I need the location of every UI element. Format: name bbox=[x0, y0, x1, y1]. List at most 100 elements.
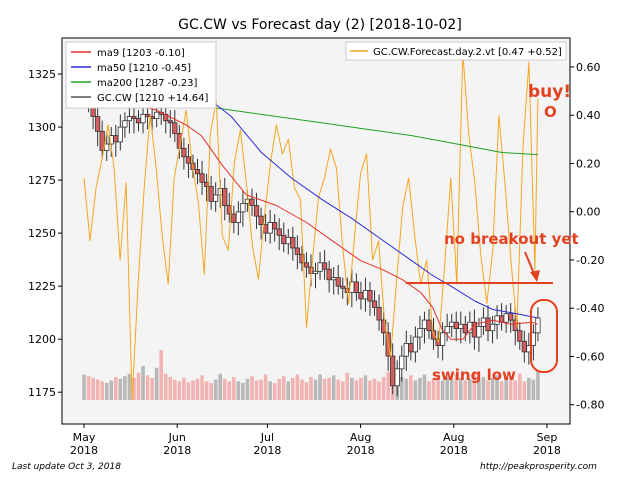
candle-body bbox=[262, 224, 269, 234]
volume-bar bbox=[186, 382, 191, 400]
candle-body bbox=[453, 321, 459, 329]
volume-bar bbox=[232, 377, 236, 400]
candle-body bbox=[485, 317, 491, 332]
legend-left-label: GC.CW [1210 +14.64] bbox=[97, 93, 208, 104]
candle-body bbox=[408, 343, 414, 353]
volume-bar bbox=[445, 377, 449, 400]
volume-bar bbox=[91, 377, 95, 400]
volume-bar bbox=[458, 377, 463, 400]
candle-body bbox=[258, 215, 264, 226]
candle-body bbox=[353, 281, 359, 293]
footer-url: http://peakprosperity.com bbox=[480, 462, 597, 472]
volume-bar bbox=[177, 381, 182, 400]
annotation-buy: buy! bbox=[528, 82, 571, 102]
volume-bar bbox=[399, 377, 404, 400]
candle-body bbox=[317, 262, 323, 272]
volume-bar bbox=[245, 378, 250, 400]
volume-bar bbox=[472, 372, 477, 400]
volume-bar bbox=[82, 374, 86, 400]
volume-bar bbox=[132, 377, 136, 400]
annotation-swing-low: swing low bbox=[432, 366, 516, 384]
x-tick-label: Sep bbox=[537, 431, 558, 444]
candle-body bbox=[358, 292, 364, 300]
plot-frame bbox=[61, 37, 571, 425]
candle-body bbox=[272, 222, 278, 230]
volume-bar bbox=[336, 379, 341, 400]
left-axis: 1175 1200 1225 1250 1275 1300 1325 bbox=[28, 68, 62, 399]
volume-bar bbox=[268, 381, 272, 400]
volume-bar bbox=[536, 371, 540, 400]
candle-body bbox=[403, 343, 409, 357]
candle-body bbox=[294, 247, 300, 255]
annotation-highlight-oval bbox=[530, 299, 558, 373]
volume-bar bbox=[154, 367, 159, 400]
x-tick-year-label: 2018 bbox=[163, 444, 191, 457]
volume-bar bbox=[363, 375, 368, 400]
volume-bar bbox=[431, 378, 436, 400]
candle-body bbox=[430, 330, 437, 340]
candle-body bbox=[326, 268, 332, 281]
volume-bar bbox=[418, 377, 422, 400]
volume-bar bbox=[531, 379, 536, 400]
candle-body bbox=[253, 205, 260, 217]
legend-right-box bbox=[345, 41, 567, 61]
left-tick-label: 1250 bbox=[28, 227, 56, 240]
x-tick-year-label: 2018 bbox=[440, 444, 468, 457]
candle-body bbox=[440, 332, 446, 346]
left-tick-label: 1300 bbox=[28, 121, 56, 134]
volume-bar bbox=[95, 379, 100, 400]
ma200-series-line bbox=[186, 103, 538, 156]
right-tick-label: 0.20 bbox=[576, 157, 601, 170]
candle-body bbox=[185, 156, 192, 164]
candle-body bbox=[335, 277, 341, 287]
volume-bar bbox=[227, 381, 232, 400]
left-tick-label: 1275 bbox=[28, 174, 56, 187]
candle-body bbox=[458, 323, 464, 329]
volume-bar bbox=[241, 383, 245, 400]
candle-body bbox=[131, 116, 137, 119]
x-tick-year-label: 2018 bbox=[347, 444, 375, 457]
candle-body bbox=[303, 262, 310, 268]
volume-bar bbox=[436, 374, 440, 400]
volume-bar bbox=[517, 373, 522, 400]
volume-bar bbox=[413, 380, 418, 400]
volume-bar bbox=[327, 377, 331, 400]
volume-bar bbox=[173, 379, 177, 400]
volume-bar bbox=[495, 375, 499, 400]
volume-bar bbox=[340, 381, 345, 400]
right-tick-label: 0.00 bbox=[576, 206, 601, 219]
candle-body bbox=[181, 147, 187, 158]
forecast-series-line bbox=[83, 52, 539, 401]
volume-bar bbox=[254, 380, 259, 400]
volume-bar bbox=[422, 374, 427, 400]
candle-body bbox=[362, 289, 369, 300]
right-tick-label: -0.40 bbox=[576, 302, 604, 315]
volume-bar bbox=[381, 377, 386, 400]
annotation-arrowhead bbox=[530, 270, 540, 282]
volume-bar bbox=[331, 375, 336, 400]
candle-body bbox=[144, 113, 151, 117]
x-tick-year-label: 2018 bbox=[70, 444, 98, 457]
right-tick-label: -0.20 bbox=[576, 254, 604, 267]
volume-bar bbox=[218, 373, 223, 400]
annotations: buy!Ono breakout yet swing low bbox=[432, 82, 579, 384]
candle-body bbox=[476, 326, 482, 338]
volume-bar bbox=[386, 371, 390, 400]
candle-body bbox=[412, 336, 418, 353]
right-tick-label: 0.60 bbox=[576, 61, 601, 74]
candle-body bbox=[267, 222, 273, 234]
volume-bar bbox=[291, 377, 295, 400]
candle-body bbox=[203, 181, 210, 187]
right-tick-label: 0.40 bbox=[576, 109, 601, 122]
candle-body bbox=[321, 262, 328, 270]
candle-body bbox=[249, 198, 255, 206]
volume-bar bbox=[404, 378, 409, 400]
left-tick-label: 1200 bbox=[28, 333, 56, 346]
candle-body bbox=[517, 330, 523, 342]
volume-bar bbox=[191, 380, 195, 400]
volume-bar bbox=[477, 379, 481, 400]
candle-body bbox=[462, 323, 468, 334]
legend-left-label: ma50 [1210 -0.45] bbox=[97, 63, 191, 74]
candle-body bbox=[104, 143, 110, 151]
